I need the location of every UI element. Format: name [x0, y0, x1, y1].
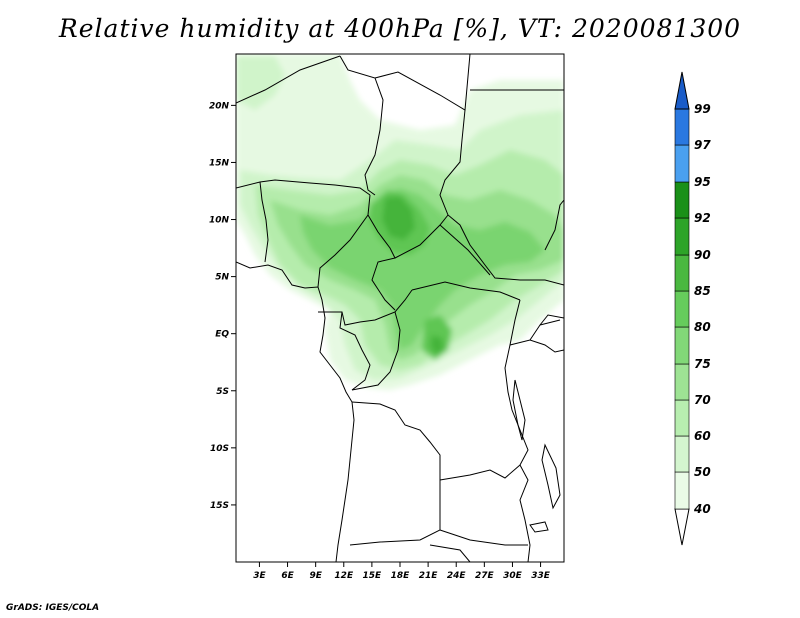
lon-label: 18E: [391, 571, 411, 581]
colorbar-label: 95: [694, 175, 711, 189]
colorbar-upper-arrow: [674, 71, 690, 110]
lat-label: 15N: [209, 158, 230, 168]
credit-text: GrADS: IGES/COLA: [6, 603, 100, 613]
lon-label: 30E: [503, 571, 523, 581]
colorbar-swatch: [674, 326, 690, 365]
colorbar-label: 50: [694, 465, 711, 479]
lon-label: 6E: [281, 571, 294, 581]
lon-label: 24E: [447, 571, 467, 581]
colorbar-label: 85: [694, 284, 711, 298]
lat-label: EQ: [215, 330, 229, 340]
colorbar-lower-arrow: [674, 508, 690, 546]
colorbar-label: 97: [694, 138, 711, 152]
colorbar-label: 99: [694, 102, 711, 116]
lat-label: 10N: [209, 216, 230, 226]
lat-label: 10S: [210, 444, 229, 454]
colorbar: 40 50 60 70 75 80 85 90 92 95 97 99: [674, 71, 711, 546]
colorbar-swatch: [674, 290, 690, 328]
colorbar-label: 92: [694, 211, 711, 225]
lon-label: 21E: [419, 571, 439, 581]
lat-label: 15S: [210, 501, 229, 511]
lat-label: 5S: [216, 387, 229, 397]
colorbar-swatch: [674, 144, 690, 183]
lat-label: 5N: [215, 273, 229, 283]
colorbar-label: 70: [694, 393, 711, 407]
humidity-shading: [236, 54, 564, 390]
lon-label: 15E: [363, 571, 383, 581]
colorbar-label: 40: [693, 502, 711, 516]
colorbar-swatch: [674, 254, 690, 292]
map-title: Relative humidity at 400hPa [%], VT: 202…: [58, 14, 742, 43]
colorbar-swatch: [674, 108, 690, 146]
colorbar-label: 60: [694, 429, 711, 443]
colorbar-label: 90: [694, 248, 711, 262]
colorbar-label: 80: [694, 320, 711, 334]
country-borders: [236, 54, 564, 562]
axis-ticks: 20N 15N 10N 5N EQ 5S 10S 15S 3E 6E 9E 12E 15E 18E 21E 2…: [209, 101, 551, 581]
lat-label: 20N: [209, 101, 230, 111]
colorbar-swatch: [674, 471, 690, 510]
lon-label: 3E: [253, 571, 266, 581]
lon-label: 33E: [531, 571, 551, 581]
colorbar-label: 75: [694, 357, 711, 371]
colorbar-swatch: [674, 217, 690, 256]
lon-label: 27E: [475, 571, 495, 581]
colorbar-swatch: [674, 181, 690, 219]
lon-label: 9E: [309, 571, 322, 581]
colorbar-swatch: [674, 435, 690, 473]
colorbar-swatch: [674, 363, 690, 401]
colorbar-swatch: [674, 399, 690, 437]
lon-label: 12E: [334, 571, 354, 581]
